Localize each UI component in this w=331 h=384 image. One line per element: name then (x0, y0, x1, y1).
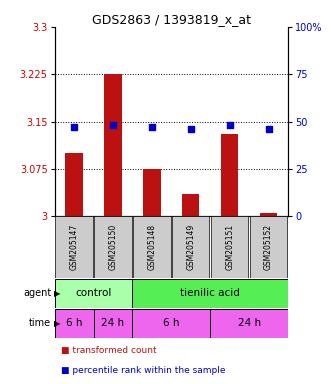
Text: 24 h: 24 h (238, 318, 260, 328)
Text: GSM205150: GSM205150 (109, 224, 118, 270)
Text: ■ percentile rank within the sample: ■ percentile rank within the sample (61, 366, 226, 375)
Text: GSM205148: GSM205148 (147, 224, 156, 270)
Bar (55, 216, 93, 278)
Text: tienilic acid: tienilic acid (180, 288, 240, 298)
Point (149, 124, 155, 130)
Bar (143, 169, 161, 216)
Bar (65, 153, 83, 216)
Point (188, 126, 193, 132)
Bar (132, 309, 210, 338)
Text: time: time (29, 318, 51, 328)
Bar (133, 216, 170, 278)
Text: GSM205152: GSM205152 (264, 224, 273, 270)
Text: GSM205149: GSM205149 (186, 224, 195, 270)
Bar (55, 279, 132, 308)
Bar (172, 216, 210, 278)
Point (266, 126, 271, 132)
Bar (55, 309, 93, 338)
Bar (94, 216, 132, 278)
Point (71, 124, 77, 130)
Bar (250, 216, 287, 278)
Bar (210, 309, 288, 338)
Text: agent: agent (23, 288, 51, 298)
Text: ▶: ▶ (54, 289, 61, 298)
Text: ▶: ▶ (54, 319, 61, 328)
Point (110, 122, 116, 128)
Bar (132, 279, 288, 308)
Bar (104, 74, 122, 216)
Text: ■ transformed count: ■ transformed count (61, 346, 157, 355)
Text: GSM205151: GSM205151 (225, 224, 234, 270)
Text: 6 h: 6 h (66, 318, 82, 328)
Bar (182, 194, 200, 216)
Bar (260, 213, 277, 216)
Bar (221, 134, 238, 216)
Text: GSM205147: GSM205147 (70, 224, 78, 270)
Bar (211, 216, 248, 278)
Text: control: control (75, 288, 112, 298)
Point (227, 122, 232, 128)
Title: GDS2863 / 1393819_x_at: GDS2863 / 1393819_x_at (92, 13, 251, 26)
Text: 24 h: 24 h (101, 318, 124, 328)
Text: 6 h: 6 h (163, 318, 179, 328)
Bar (93, 309, 132, 338)
